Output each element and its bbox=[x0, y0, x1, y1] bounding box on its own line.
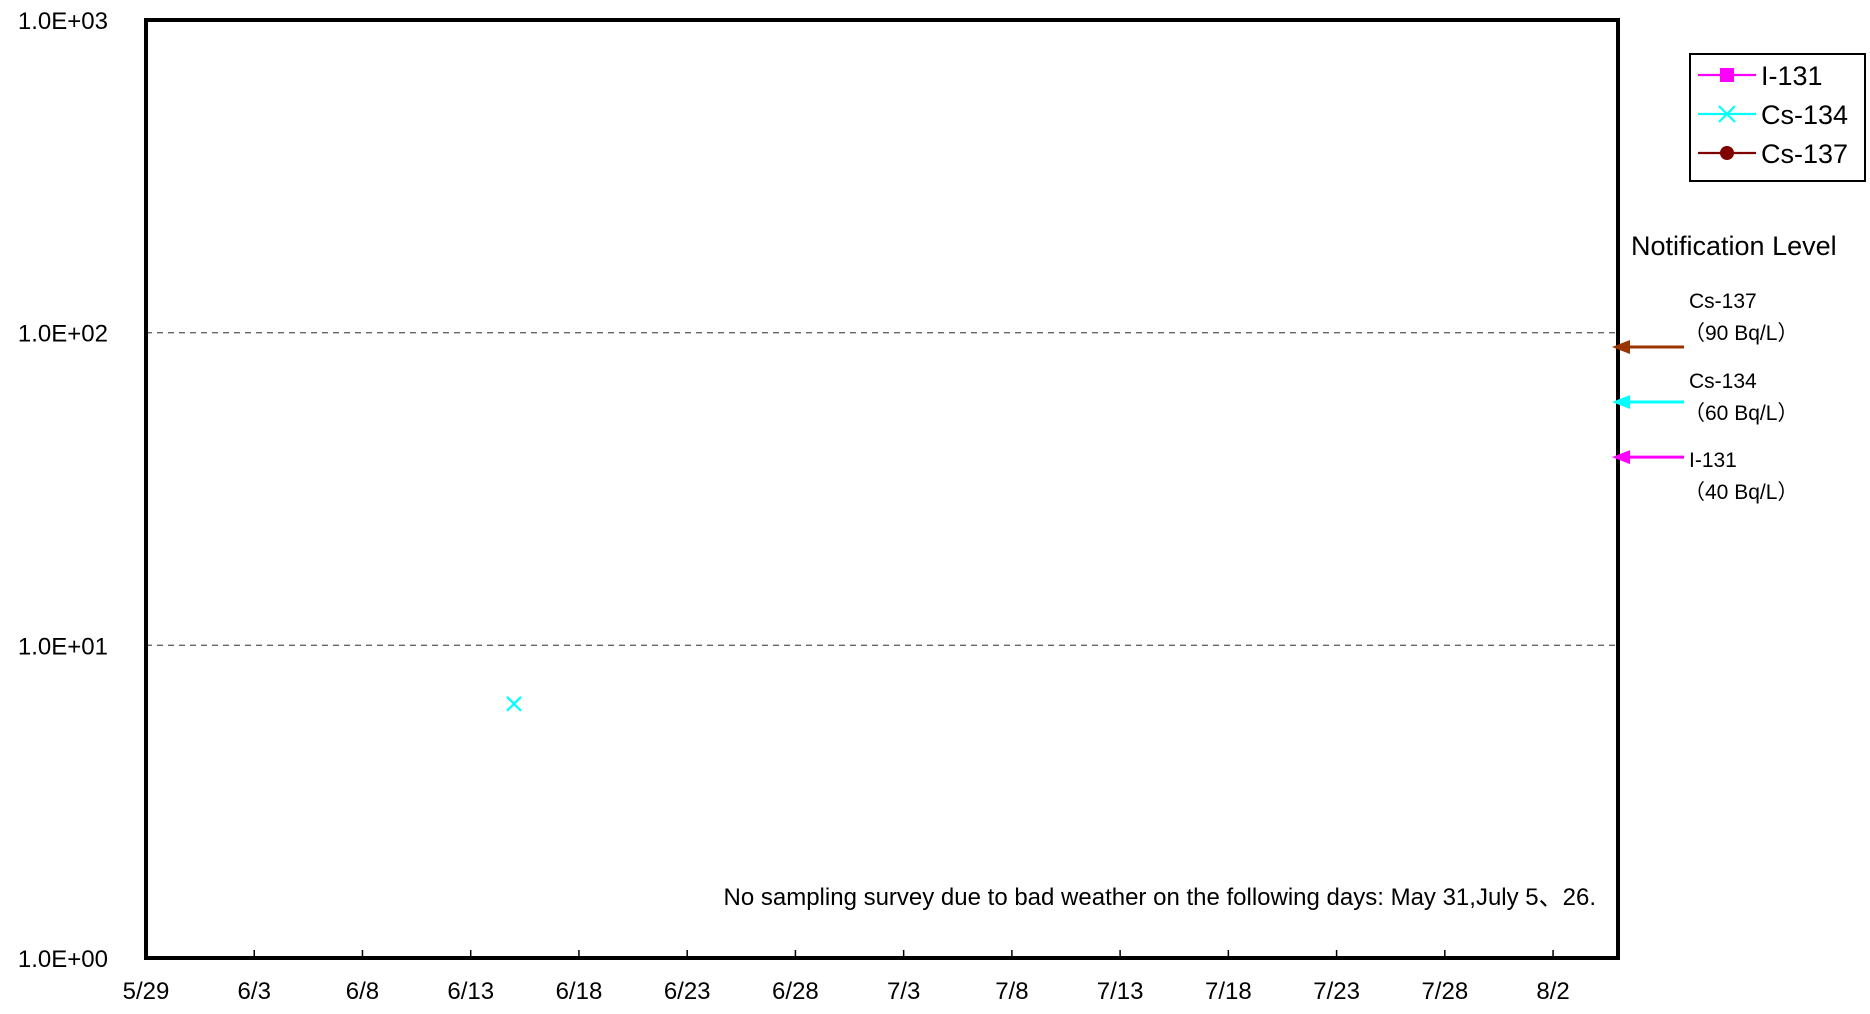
legend-label: Cs-137 bbox=[1761, 139, 1848, 169]
notification-value: （60 Bq/L） bbox=[1684, 402, 1798, 425]
x-tick-label: 7/18 bbox=[1205, 978, 1252, 1005]
x-tick-label: 7/23 bbox=[1313, 978, 1360, 1005]
x-tick-label: 7/13 bbox=[1097, 978, 1144, 1005]
y-tick-label: 1.0E+00 bbox=[18, 946, 108, 973]
legend-item: I-131 bbox=[1698, 61, 1823, 91]
notification-title: Notification Level bbox=[1631, 231, 1837, 261]
x-axis-tick-labels: 5/29 6/3 6/8 6/13 6/18 6/23 6/28 7/3 7/8 7/13 7/18… bbox=[123, 978, 1570, 1005]
x-tick-label: 6/18 bbox=[556, 978, 603, 1005]
plot-area-frame bbox=[144, 18, 1620, 960]
notification-levels: Notification Level Cs-137 （90 Bq/L） Cs-134… bbox=[1612, 231, 1837, 504]
notification-arrow-head bbox=[1612, 339, 1630, 354]
notification-level-cs-137: Cs-137 （90 Bq/L） bbox=[1612, 290, 1798, 354]
legend-marker bbox=[1720, 68, 1734, 82]
x-tick-label: 6/3 bbox=[238, 978, 271, 1005]
legend-marker bbox=[1720, 146, 1734, 160]
x-tick-label: 6/28 bbox=[772, 978, 819, 1005]
legend-item: Cs-137 bbox=[1698, 139, 1848, 169]
x-tick-label: 7/3 bbox=[887, 978, 920, 1005]
y-tick-label: 1.0E+02 bbox=[18, 321, 108, 348]
y-axis-tick-labels: 1.0E+00 1.0E+01 1.0E+02 1.0E+03 bbox=[18, 8, 108, 973]
legend-label: Cs-134 bbox=[1761, 100, 1848, 130]
x-tick-label: 7/28 bbox=[1421, 978, 1468, 1005]
x-tick-label: 5/29 bbox=[123, 978, 170, 1005]
notification-nuclide: Cs-137 bbox=[1689, 290, 1757, 313]
y-tick-label: 1.0E+01 bbox=[18, 633, 108, 660]
x-tick-label: 6/8 bbox=[346, 978, 379, 1005]
notification-value: （40 Bq/L） bbox=[1684, 481, 1798, 504]
notification-level-i-131: I-131 （40 Bq/L） bbox=[1612, 449, 1798, 504]
x-tick-label: 6/13 bbox=[447, 978, 494, 1005]
notification-arrow-head bbox=[1612, 450, 1630, 465]
x-tick-label: 6/23 bbox=[664, 978, 711, 1005]
y-tick-label: 1.0E+03 bbox=[18, 8, 108, 35]
cs-134-data-point bbox=[506, 696, 522, 712]
chart-note: No sampling survey due to bad weather on… bbox=[724, 884, 1596, 911]
legend-label: I-131 bbox=[1761, 61, 1823, 91]
notification-nuclide: Cs-134 bbox=[1689, 370, 1757, 393]
notification-value: （90 Bq/L） bbox=[1684, 322, 1798, 345]
legend-marker bbox=[1718, 105, 1736, 123]
x-tick-label: 8/2 bbox=[1536, 978, 1569, 1005]
notification-arrow-head bbox=[1612, 395, 1630, 410]
notification-level-cs-134: Cs-134 （60 Bq/L） bbox=[1612, 370, 1798, 425]
data-points bbox=[506, 696, 522, 712]
legend: I-131 Cs-134 Cs-137 bbox=[1689, 53, 1866, 182]
notification-nuclide: I-131 bbox=[1689, 449, 1737, 472]
x-tick-label: 7/8 bbox=[995, 978, 1028, 1005]
x-axis-tick-marks bbox=[145, 950, 1554, 958]
legend-item: Cs-134 bbox=[1698, 100, 1848, 130]
grid-lines bbox=[146, 332, 1618, 646]
